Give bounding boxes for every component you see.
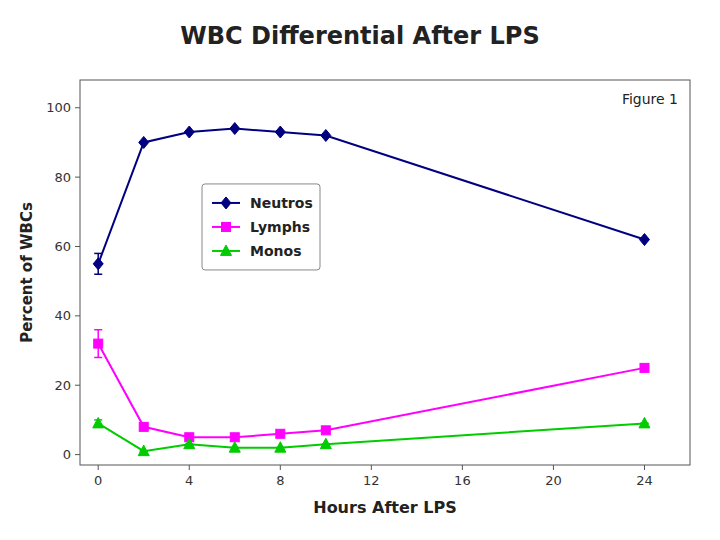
x-tick-label: 16 <box>454 473 471 488</box>
point <box>184 126 194 138</box>
x-tick <box>280 465 281 470</box>
background <box>0 0 720 540</box>
x-axis-label: Hours After LPS <box>313 498 457 517</box>
point <box>639 234 649 246</box>
legend-marker <box>221 245 232 256</box>
legend-marker <box>222 222 231 231</box>
error-cap <box>94 253 102 255</box>
point <box>275 442 286 453</box>
legend-box <box>202 184 320 270</box>
x-tick <box>371 465 372 470</box>
series-line <box>98 423 644 451</box>
y-tick <box>75 454 80 455</box>
x-tick-label: 12 <box>363 473 380 488</box>
legend-marker <box>221 197 231 209</box>
series <box>94 330 649 442</box>
y-tick-label: 0 <box>63 447 71 462</box>
x-tick <box>98 465 99 470</box>
point <box>139 136 149 148</box>
x-tick <box>462 465 463 470</box>
series <box>93 417 650 455</box>
x-tick <box>644 465 645 470</box>
y-tick <box>75 246 80 247</box>
legend-label: Lymphs <box>250 219 310 235</box>
data-area <box>93 123 650 456</box>
point <box>640 363 649 372</box>
series-line <box>98 129 644 264</box>
x-tick-label: 24 <box>636 473 653 488</box>
chart-svg: WBC Differential After LPS 0 4 8 12 16 20 24 0 20… <box>0 0 720 540</box>
error-cap <box>94 357 102 359</box>
series <box>93 123 649 275</box>
y-axis-label: Percent of WBCs <box>18 202 36 343</box>
title: WBC Differential After LPS <box>180 22 539 50</box>
point <box>139 422 148 431</box>
y-tick-label: 100 <box>46 100 71 115</box>
point <box>639 417 650 428</box>
y-tick-label: 40 <box>54 308 71 323</box>
legend-label: Monos <box>250 243 301 259</box>
point <box>94 339 103 348</box>
x-tick-label: 4 <box>185 473 193 488</box>
point <box>276 429 285 438</box>
y-tick <box>75 177 80 178</box>
error-cap <box>94 329 102 331</box>
point <box>229 442 240 453</box>
point <box>93 417 104 428</box>
y-tick <box>75 107 80 108</box>
point <box>321 426 330 435</box>
error-cap <box>94 273 102 275</box>
point <box>230 123 240 135</box>
legend-label: Neutros <box>250 195 313 211</box>
y-tick-label: 20 <box>54 378 71 393</box>
point <box>184 438 195 449</box>
x-tick-label: 20 <box>545 473 562 488</box>
x-tick <box>553 465 554 470</box>
axes: 0 4 8 12 16 20 24 0 20 40 60 80 100 <box>46 100 653 488</box>
point <box>321 129 331 141</box>
point <box>138 445 149 456</box>
legend: Neutros Lymphs Monos <box>202 184 320 270</box>
point <box>275 126 285 138</box>
series-line <box>98 344 644 438</box>
x-tick <box>189 465 190 470</box>
y-tick-label: 60 <box>54 239 71 254</box>
point <box>93 258 103 270</box>
y-tick-label: 80 <box>54 170 71 185</box>
y-tick <box>75 315 80 316</box>
y-tick <box>75 385 80 386</box>
point <box>320 438 331 449</box>
point <box>230 433 239 442</box>
error-bar <box>94 253 102 274</box>
x-tick-label: 8 <box>276 473 284 488</box>
plot-frame <box>80 80 690 465</box>
chart-container: WBC Differential After LPS 0 4 8 12 16 20 24 0 20… <box>0 0 720 540</box>
annotation: Figure 1 <box>622 91 678 107</box>
error-bar <box>94 330 102 358</box>
x-tick-label: 0 <box>94 473 102 488</box>
